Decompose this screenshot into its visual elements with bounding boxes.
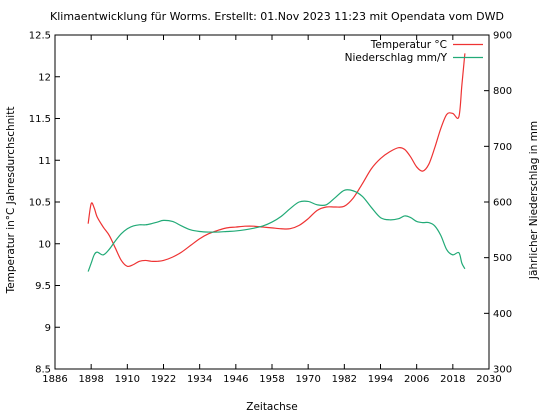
- legend-label-temperatur: Temperatur °C: [370, 39, 447, 51]
- y-tick-label: 8.5: [35, 365, 51, 376]
- series-line-temperatur: [87, 53, 466, 268]
- y2-tick-label: 500: [493, 253, 512, 264]
- x-tick-label: 1886: [42, 374, 67, 385]
- x-tick-label: 1970: [295, 374, 320, 385]
- x-tick-label: 1982: [332, 374, 357, 385]
- x-tick-label: 1910: [115, 374, 140, 385]
- x-tick-label: 1994: [368, 374, 393, 385]
- x-tick-label: 2030: [476, 374, 501, 385]
- x-tick-label: 2018: [440, 374, 465, 385]
- legend-label-niederschlag: Niederschlag mm/Y: [345, 52, 448, 64]
- y2-axis-label: Jährlicher Niederschlag in mm: [528, 121, 540, 280]
- y2-tick-label: 300: [493, 365, 512, 376]
- x-tick-label: 1934: [187, 374, 212, 385]
- y2-tick-label: 900: [493, 31, 512, 42]
- y2-tick-label: 800: [493, 86, 512, 97]
- y-tick-label: 12: [38, 72, 51, 83]
- series-line-niederschlag: [87, 189, 466, 272]
- chart-title: Klimaentwicklung für Worms. Erstellt: 01…: [50, 10, 504, 23]
- y-axis-label: Temperatur in°C Jahresdurchschnitt: [5, 107, 17, 295]
- plot-frame: [54, 34, 490, 370]
- y-tick-label: 9.5: [35, 281, 51, 292]
- y2-tick-label: 400: [493, 309, 512, 320]
- x-tick-label: 1922: [151, 374, 176, 385]
- y-tick-label: 10.5: [29, 198, 51, 209]
- x-tick-label: 2006: [404, 374, 429, 385]
- y2-tick-label: 600: [493, 198, 512, 209]
- y2-tick-label: 700: [493, 142, 512, 153]
- x-axis-label: Zeitachse: [246, 401, 297, 413]
- y-tick-label: 12.5: [29, 31, 51, 42]
- y-tick-label: 11: [38, 156, 51, 167]
- y-tick-label: 11.5: [29, 114, 51, 125]
- x-tick-label: 1898: [78, 374, 103, 385]
- y-tick-label: 9: [45, 323, 51, 334]
- x-tick-label: 1946: [223, 374, 248, 385]
- y-tick-label: 10: [38, 239, 51, 250]
- x-tick-label: 1958: [259, 374, 284, 385]
